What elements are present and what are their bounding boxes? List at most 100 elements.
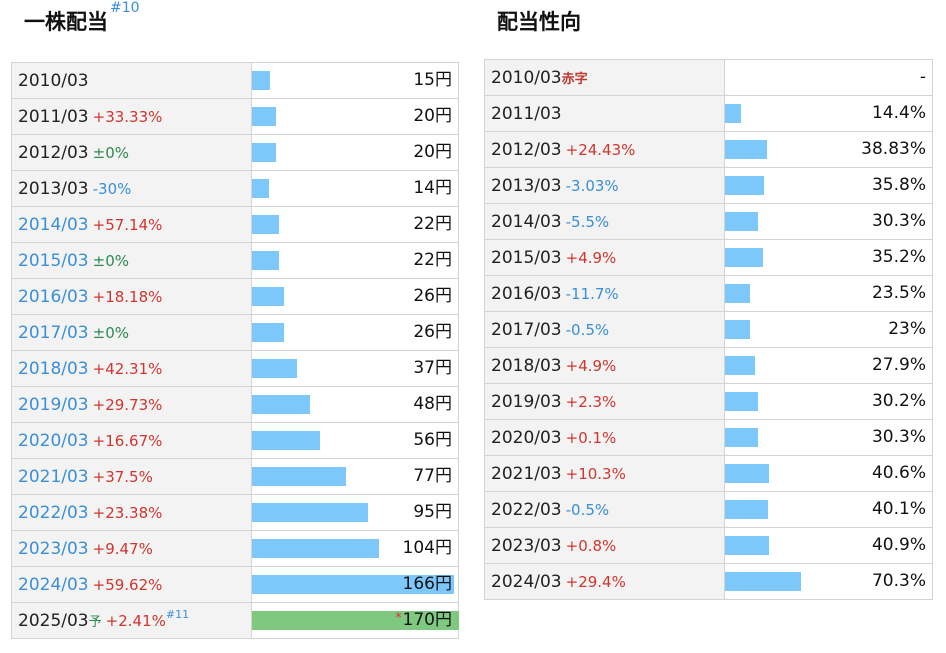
year-label[interactable]: 2016/03	[18, 286, 89, 307]
bar-cell: 95円	[251, 494, 459, 531]
year-label: 2012/03	[491, 139, 562, 160]
value-label: 40.6%	[871, 463, 926, 483]
bar-cell: 48円	[251, 386, 459, 423]
change-label: +10.3%	[565, 464, 626, 483]
year-cell: 2025/03予 +2.41%#11	[11, 602, 252, 639]
value-label: 14.4%	[871, 103, 926, 123]
value-bar	[252, 503, 368, 522]
year-label: 2023/03	[491, 535, 562, 556]
value-label: 15円	[413, 70, 452, 90]
year-cell: 2021/03 +10.3%	[484, 455, 725, 492]
year-label[interactable]: 2022/03	[18, 502, 89, 523]
table-row: 2017/03 -0.5% 23%	[484, 311, 933, 348]
value-label: 48円	[413, 394, 452, 414]
value-label: 35.2%	[871, 247, 926, 267]
value-label-wrap: 104円	[403, 531, 452, 566]
dividend-table: 2010/03 15円 2011/03 +33.33% 20円 2012/03 ±0% 20円…	[11, 62, 459, 639]
year-cell: 2020/03 +16.67%	[11, 422, 252, 459]
value-label: -	[919, 67, 926, 87]
table-row: 2021/03 +10.3% 40.6%	[484, 455, 933, 492]
value-label: 30.2%	[871, 391, 926, 411]
table-row: 2011/03 14.4%	[484, 95, 933, 132]
value-bar	[725, 320, 750, 339]
year-cell: 2014/03 -5.5%	[484, 203, 725, 240]
value-bar	[725, 284, 750, 303]
value-bar	[252, 143, 276, 162]
year-cell: 2010/03	[11, 62, 252, 99]
bar-cell: 35.8%	[724, 167, 933, 204]
value-label: 56円	[413, 430, 452, 450]
year-cell: 2012/03 +24.43%	[484, 131, 725, 168]
year-label: 2018/03	[491, 355, 562, 376]
change-label: ±0%	[92, 251, 129, 270]
bar-cell: 23.5%	[724, 275, 933, 312]
change-label: +24.43%	[565, 140, 636, 159]
year-label[interactable]: 2019/03	[18, 394, 89, 415]
value-label-wrap: 22円	[413, 207, 452, 242]
value-label-wrap: 26円	[413, 279, 452, 314]
year-label[interactable]: 2018/03	[18, 358, 89, 379]
value-label-wrap: 20円	[413, 99, 452, 134]
value-bar	[252, 431, 320, 450]
bar-cell: 30.2%	[724, 383, 933, 420]
dividend-title-text: 一株配当	[24, 10, 108, 34]
value-label-wrap: 40.6%	[872, 456, 926, 491]
change-label: +2.41%	[105, 611, 166, 630]
value-label: 40.1%	[871, 499, 926, 519]
bar-cell: 40.9%	[724, 527, 933, 564]
dividend-title-note-link[interactable]: #10	[110, 0, 140, 16]
deficit-tag: 赤字	[561, 71, 588, 87]
value-label: 37円	[413, 358, 452, 378]
year-cell: 2018/03 +42.31%	[11, 350, 252, 387]
table-row: 2018/03 +42.31% 37円	[11, 350, 459, 387]
year-label: 2025/03	[18, 610, 89, 631]
year-label: 2013/03	[18, 178, 89, 199]
table-row: 2022/03 +23.38% 95円	[11, 494, 459, 531]
bar-cell: 40.6%	[724, 455, 933, 492]
value-label: 22円	[413, 214, 452, 234]
table-row: 2015/03 +4.9% 35.2%	[484, 239, 933, 276]
table-row: 2013/03 -30% 14円	[11, 170, 459, 207]
dividend-title: 一株配当#10	[24, 0, 140, 36]
table-row: 2010/03赤字 -	[484, 59, 933, 96]
year-label[interactable]: 2017/03	[18, 322, 89, 343]
year-label[interactable]: 2014/03	[18, 214, 89, 235]
value-bar	[725, 428, 758, 447]
year-label: 2016/03	[491, 283, 562, 304]
footnote-link[interactable]: #11	[165, 607, 190, 621]
payout-title-text: 配当性向	[497, 10, 581, 34]
year-label[interactable]: 2021/03	[18, 466, 89, 487]
value-label: 23%	[888, 319, 926, 339]
change-label: +23.38%	[92, 503, 163, 522]
year-label[interactable]: 2020/03	[18, 430, 89, 451]
change-label: +37.5%	[92, 467, 153, 486]
table-row: 2021/03 +37.5% 77円	[11, 458, 459, 495]
value-label: 30.3%	[871, 211, 926, 231]
year-label[interactable]: 2024/03	[18, 574, 89, 595]
year-cell: 2023/03 +9.47%	[11, 530, 252, 567]
value-label-wrap: 23.5%	[872, 276, 926, 311]
bar-cell: 15円	[251, 62, 459, 99]
value-label-wrap: 15円	[413, 63, 452, 98]
year-label: 2012/03	[18, 142, 89, 163]
bar-cell: 14.4%	[724, 95, 933, 132]
bar-cell: 56円	[251, 422, 459, 459]
table-row: 2023/03 +0.8% 40.9%	[484, 527, 933, 564]
value-label: 35.8%	[871, 175, 926, 195]
bar-cell: -	[724, 59, 933, 96]
bar-cell: 104円	[251, 530, 459, 567]
value-bar	[252, 323, 284, 342]
value-bar	[725, 536, 769, 555]
value-label-wrap: 14円	[413, 171, 452, 206]
value-label: 170円	[402, 610, 452, 630]
value-bar	[252, 359, 297, 378]
value-bar	[252, 107, 276, 126]
year-label: 2015/03	[491, 247, 562, 268]
year-label[interactable]: 2023/03	[18, 538, 89, 559]
value-label: 20円	[413, 142, 452, 162]
value-label-wrap: 77円	[413, 459, 452, 494]
value-label-wrap: 30.3%	[872, 204, 926, 239]
table-row: 2023/03 +9.47% 104円	[11, 530, 459, 567]
year-label[interactable]: 2015/03	[18, 250, 89, 271]
year-label: 2020/03	[491, 427, 562, 448]
